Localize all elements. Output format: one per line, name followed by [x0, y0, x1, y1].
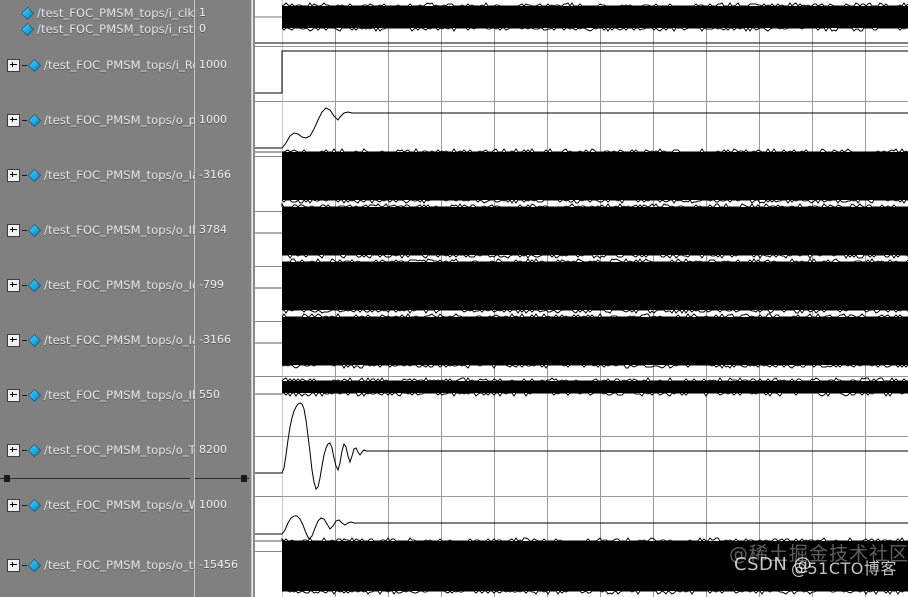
signal-value-i_Ref: 1000 — [199, 58, 227, 71]
signal-row-i_clk[interactable]: /test_FOC_PMSM_tops/i_clk — [0, 5, 195, 21]
tree-connector — [22, 564, 27, 566]
signal-value-o_pid_d...: 1000 — [199, 113, 227, 126]
signal-name-label: /test_FOC_PMSM_tops/i_clk — [37, 6, 195, 20]
bus-signal-icon — [28, 168, 41, 182]
tree-connector — [22, 64, 27, 66]
expand-plus-icon[interactable] — [7, 58, 20, 72]
bus-signal-icon — [28, 558, 41, 572]
signal-name-label: /test_FOC_PMSM_tops/o_Ibeta — [44, 388, 219, 402]
trace-o_pid_d — [253, 107, 908, 149]
trace-o_Ib — [281, 202, 908, 259]
expand-plus-icon[interactable] — [7, 113, 20, 127]
signal-value-o_Wm: 1000 — [199, 498, 227, 511]
bus-signal-icon — [28, 498, 41, 512]
signal-row-o_theta[interactable]: /test_FOC_PMSM_tops/o_theta — [0, 557, 220, 573]
bus-signal-icon — [28, 333, 41, 347]
expand-plus-icon[interactable] — [7, 333, 20, 347]
waveform-canvas[interactable]: @稀土掘金技术社区 CSDN @ @51CTO博客 — [252, 0, 908, 597]
signal-name-panel[interactable]: /test_FOC_PMSM_tops/i_clk/test_FOC_PMSM_… — [0, 0, 231, 597]
signal-row-o_Wm[interactable]: /test_FOC_PMSM_tops/o_Wm — [0, 497, 211, 513]
signal-value-i_rst: 0 — [199, 22, 206, 35]
expand-plus-icon[interactable] — [7, 498, 20, 512]
signal-row-o_pid_d...[interactable]: /test_FOC_PMSM_tops/o_pid_d... — [0, 112, 231, 128]
trace-o_Ialpha — [281, 313, 908, 369]
tree-connector — [22, 339, 27, 341]
trace-o_Ia — [281, 148, 908, 204]
scrollbar-thumb[interactable] — [241, 475, 247, 482]
bus-signal-icon — [28, 113, 41, 127]
signal-name-label: /test_FOC_PMSM_tops/i_rst — [37, 22, 194, 36]
signal-name-label: /test_FOC_PMSM_tops/o_pid_d... — [44, 113, 232, 127]
signal-value-o_Ialpha: -3166 — [199, 333, 231, 346]
waveform-plot[interactable] — [253, 0, 908, 597]
bus-signal-icon — [28, 278, 41, 292]
bus-signal-icon — [28, 388, 41, 402]
trace-o_Wm — [253, 515, 908, 540]
tree-connector — [22, 449, 27, 451]
bus-signal-icon — [28, 443, 41, 457]
bit-signal-icon — [21, 22, 34, 36]
signal-value-o_theta: -15456 — [199, 558, 238, 571]
signal-name-label: /test_FOC_PMSM_tops/o_Wm — [44, 498, 212, 512]
signal-row-i_rst[interactable]: /test_FOC_PMSM_tops/i_rst — [0, 21, 195, 37]
expand-plus-icon[interactable] — [7, 558, 20, 572]
trace-i_clk — [281, 2, 908, 32]
signal-row-o_Ialpha[interactable]: /test_FOC_PMSM_tops/o_Ialpha — [0, 332, 224, 348]
signal-row-o_Te[interactable]: /test_FOC_PMSM_tops/o_Te — [0, 442, 201, 458]
expand-plus-icon[interactable] — [7, 168, 20, 182]
tree-connector — [22, 174, 27, 176]
signal-value-panel[interactable]: 1 0 1000 1000 -3166 3784 -799 -3166 550 8200 1000 -… — [195, 0, 252, 597]
signal-value-o_Ib: 3784 — [199, 223, 227, 236]
signal-name-label: /test_FOC_PMSM_tops/o_theta — [44, 558, 220, 572]
scrollbar-thumb[interactable] — [4, 475, 10, 482]
bit-signal-icon — [21, 6, 34, 20]
signal-value-o_Ibeta: 550 — [199, 388, 220, 401]
tree-connector — [22, 504, 27, 506]
trace-o_Ibeta — [281, 377, 908, 397]
trace-o_theta — [281, 537, 908, 595]
signal-row-i_Ref[interactable]: /test_FOC_PMSM_tops/i_Ref — [0, 57, 204, 73]
expand-plus-icon[interactable] — [7, 278, 20, 292]
signal-name-label: /test_FOC_PMSM_tops/o_Ib — [44, 223, 200, 237]
scrollbar-track[interactable] — [0, 478, 190, 479]
signal-value-hscrollbar[interactable] — [195, 473, 249, 484]
signal-name-label: /test_FOC_PMSM_tops/o_Ic — [44, 278, 199, 292]
trace-i_Ref — [253, 50, 908, 94]
tree-connector — [22, 119, 27, 121]
signal-row-o_Ia[interactable]: /test_FOC_PMSM_tops/o_Ia — [0, 167, 199, 183]
signal-row-o_Ic[interactable]: /test_FOC_PMSM_tops/o_Ic — [0, 277, 199, 293]
trace-o_Te — [253, 402, 908, 490]
panel-edge-shadow — [253, 0, 255, 597]
trace-o_Ic — [282, 258, 908, 314]
scrollbar-track[interactable] — [195, 478, 249, 479]
signal-name-label: /test_FOC_PMSM_tops/i_Ref — [44, 58, 204, 72]
signal-value-i_clk: 1 — [199, 6, 206, 19]
bus-signal-icon — [28, 58, 41, 72]
signal-name-label: /test_FOC_PMSM_tops/o_Ia — [44, 168, 200, 182]
expand-plus-icon[interactable] — [7, 223, 20, 237]
expand-plus-icon[interactable] — [7, 443, 20, 457]
signal-name-label: /test_FOC_PMSM_tops/o_Te — [44, 443, 202, 457]
bus-signal-icon — [28, 223, 41, 237]
tree-connector — [22, 229, 27, 231]
tree-connector — [22, 284, 27, 286]
signal-row-o_Ib[interactable]: /test_FOC_PMSM_tops/o_Ib — [0, 222, 199, 238]
signal-name-label: /test_FOC_PMSM_tops/o_Ialpha — [44, 333, 225, 347]
signal-value-o_Ic: -799 — [199, 278, 224, 291]
signal-value-o_Ia: -3166 — [199, 168, 231, 181]
signal-name-hscrollbar[interactable] — [0, 473, 190, 484]
signal-value-o_Te: 8200 — [199, 443, 227, 456]
expand-plus-icon[interactable] — [7, 388, 20, 402]
signal-row-o_Ibeta[interactable]: /test_FOC_PMSM_tops/o_Ibeta — [0, 387, 218, 403]
tree-connector — [22, 394, 27, 396]
